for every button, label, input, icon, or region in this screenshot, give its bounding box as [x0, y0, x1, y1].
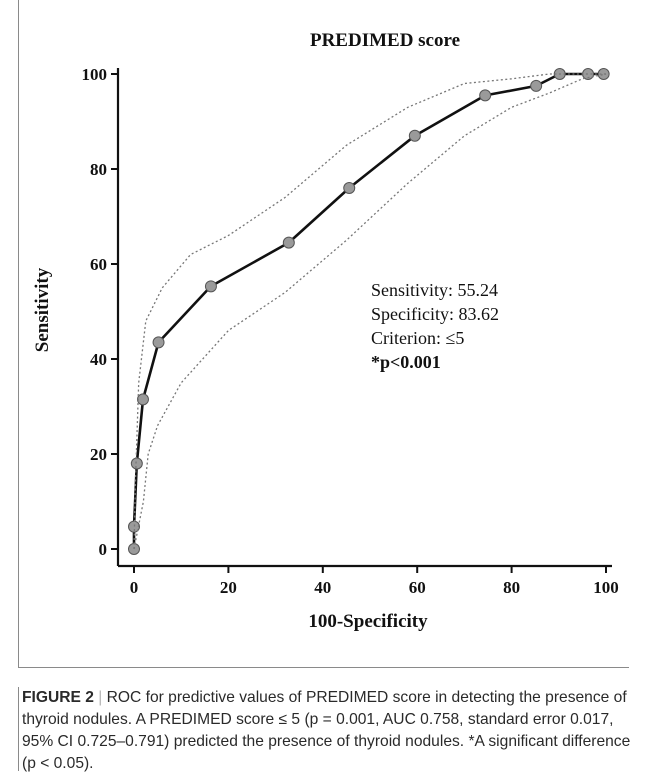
annotations: Sensitivity: 55.24 Specificity: 83.62 Crit…: [371, 280, 499, 372]
annotation-line: Sensitivity: 55.24: [371, 280, 498, 300]
roc-point: [343, 182, 356, 194]
annotation-line: Specificity: 83.62: [371, 304, 499, 324]
roc-point: [136, 393, 149, 406]
y-tick-label: 20: [90, 445, 107, 464]
roc-point: [479, 89, 492, 102]
roc-point: [597, 68, 610, 80]
caption-separator: |: [93, 689, 107, 706]
x-tick-label: 60: [409, 578, 426, 597]
x-tick-label: 100: [593, 578, 619, 597]
roc-point: [152, 336, 165, 349]
roc-curve-line: [132, 72, 604, 549]
x-tick-label: 80: [503, 578, 520, 597]
chart-title: PREDIMED score: [310, 30, 460, 51]
annotation-pvalue: *p<0.001: [371, 352, 441, 372]
annotation-line: Criterion: ≤5: [371, 328, 464, 348]
caption-border: [18, 687, 19, 771]
y-tick-label: 60: [90, 255, 107, 274]
figure-caption: FIGURE 2 | ROC for predictive values of …: [22, 687, 632, 775]
figure-frame: [18, 0, 629, 668]
y-tick-label: 0: [99, 540, 108, 559]
x-axis-label: 100-Specificity: [308, 611, 428, 632]
ci-upper-line: [133, 73, 606, 550]
x-tick-label: 0: [130, 578, 139, 597]
roc-point: [408, 129, 421, 142]
roc-point: [204, 280, 217, 293]
y-tick-label: 40: [90, 350, 107, 369]
roc-chart: PREDIMED score 0 20 40 60 80 100020406080100 …: [32, 30, 619, 632]
roc-point: [130, 457, 143, 470]
caption-text: ROC for predictive values of PREDIMED sc…: [22, 689, 631, 772]
y-tick-label: 80: [90, 160, 107, 179]
caption-label: FIGURE 2: [22, 689, 94, 706]
axes: 0 20 40 60 80 100 0 20 40 60 80 100: [82, 65, 619, 597]
roc-point: [530, 79, 543, 92]
series-layer: [128, 68, 610, 555]
x-tick-label: 40: [314, 578, 331, 597]
ci-lower-line: [133, 73, 607, 550]
y-axis-label: Sensitivity: [32, 267, 53, 352]
roc-point: [282, 236, 295, 249]
y-tick-label: 100: [82, 65, 108, 84]
x-tick-label: 20: [220, 578, 237, 597]
